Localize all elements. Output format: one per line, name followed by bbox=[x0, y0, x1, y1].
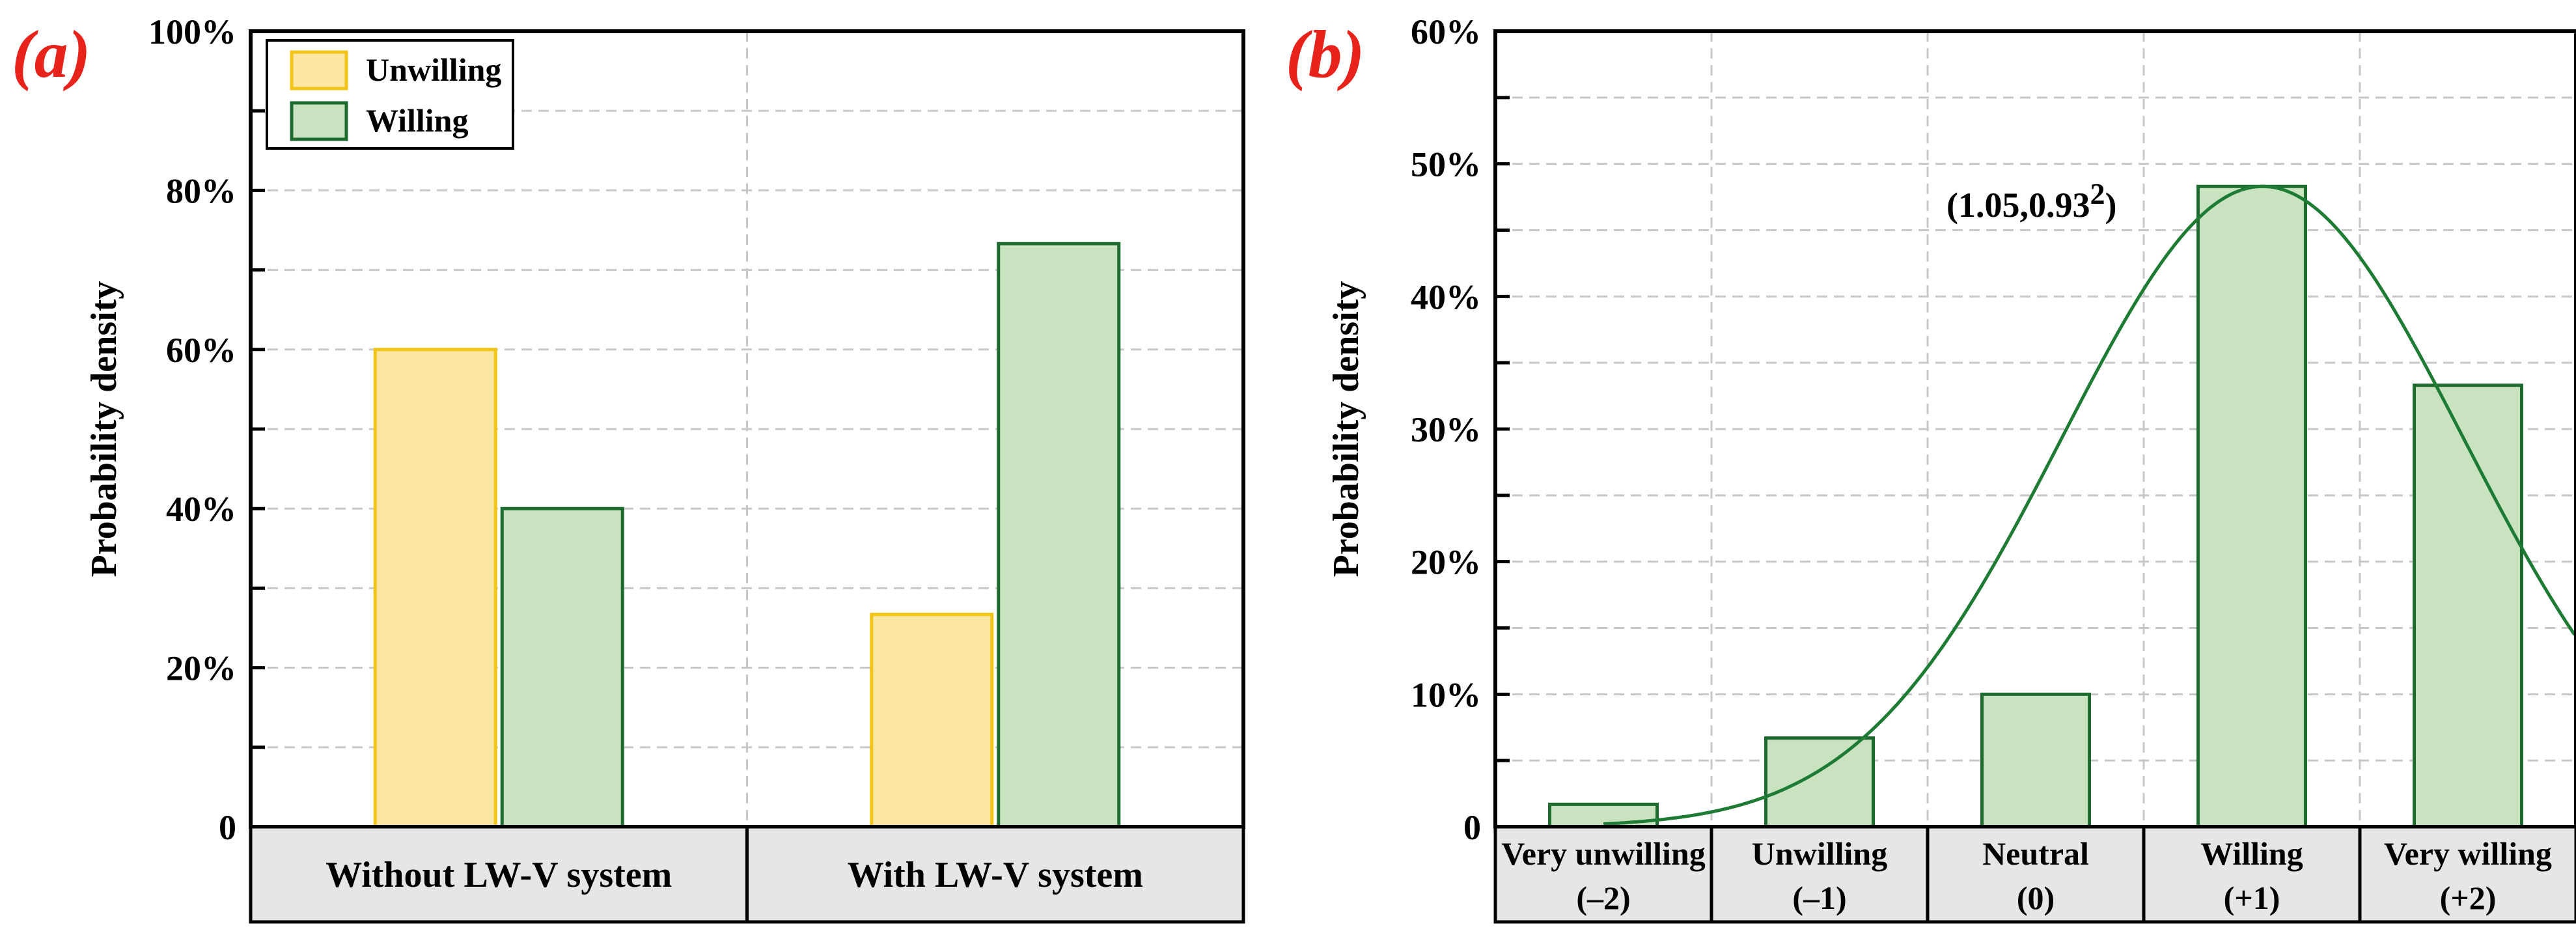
panel-a-category-label: Without LW-V system bbox=[325, 855, 672, 895]
panel-b-category-code: (+1) bbox=[2224, 880, 2280, 916]
panel-a-y-tick-label: 0 bbox=[219, 808, 236, 847]
legend-swatch-unwilling bbox=[290, 50, 348, 90]
panel-a-category-box bbox=[745, 825, 1245, 924]
annotation-close: ) bbox=[2105, 186, 2116, 225]
legend-label-unwilling: Unwilling bbox=[366, 51, 501, 88]
panel-a-category-box bbox=[249, 825, 749, 924]
panel-a-bars bbox=[373, 242, 1121, 829]
curve-parameter-annotation: (1.05,0.932) bbox=[1946, 177, 2116, 225]
bar-unwilling bbox=[1764, 736, 1875, 829]
panel-b-category-label: Very unwilling bbox=[1501, 835, 1706, 872]
annotation-main: (1.05,0.93 bbox=[1946, 186, 2090, 225]
annotation-superscript: 2 bbox=[2090, 177, 2105, 210]
panel-b-y-axis-ticks: 0 10% 20% 30% 40% 50% 60% bbox=[1411, 12, 1510, 847]
panel-b-bars bbox=[1548, 184, 2523, 829]
bar-willing-without-system bbox=[500, 507, 624, 829]
panel-b-category-label: Unwilling bbox=[1752, 835, 1887, 872]
panel-b-category-code: (–2) bbox=[1576, 880, 1630, 916]
panel-a-category-axis: Without LW-V system With LW-V system bbox=[249, 825, 1245, 924]
bar-unwilling-with-system bbox=[870, 613, 994, 829]
panel-a-y-tick-label: 60% bbox=[166, 331, 236, 370]
panel-b-category-axis: Very unwilling (–2) Unwilling (–1) Neutral (0… bbox=[1493, 825, 2576, 924]
panel-a-y-axis-ticks: 0 20% 40% 60% 80% 100% bbox=[148, 12, 265, 847]
panel-b-y-tick-label: 40% bbox=[1411, 277, 1481, 316]
panel-b: (b) 0 10% 20% 30% 40% 50% 60% Very unwilling (–… bbox=[1286, 12, 2576, 924]
panel-b-category-box bbox=[1710, 825, 1930, 924]
panel-b-y-axis-label: Probability density bbox=[1326, 281, 1366, 577]
panel-b-category-label: Very willing bbox=[2384, 835, 2552, 872]
panel-a-legend: Unwilling Willing bbox=[266, 39, 514, 150]
bar-willing-with-system bbox=[997, 242, 1121, 829]
panel-a-y-tick-label: 80% bbox=[166, 171, 236, 210]
panel-b-category-label: Willing bbox=[2200, 835, 2303, 872]
panel-b-y-tick-label: 30% bbox=[1411, 410, 1481, 449]
legend-label-willing: Willing bbox=[366, 102, 468, 139]
panel-b-y-tick-label: 10% bbox=[1411, 675, 1481, 714]
panel-b-label: (b) bbox=[1286, 17, 1364, 92]
panel-b-category-box bbox=[1926, 825, 2146, 924]
panel-b-y-tick-label: 20% bbox=[1411, 543, 1481, 582]
panel-b-category-box bbox=[1493, 825, 1713, 924]
bar-neutral bbox=[1980, 692, 2091, 829]
normal-fit-curve bbox=[1603, 184, 2576, 826]
bar-unwilling-without-system bbox=[373, 348, 497, 829]
panel-b-category-box bbox=[2358, 825, 2576, 924]
legend-swatch-willing bbox=[290, 101, 348, 141]
panel-b-category-code: (–1) bbox=[1792, 880, 1846, 916]
panel-b-y-tick-label: 50% bbox=[1411, 145, 1481, 184]
panel-a: (a) 0 20% 40% 60% 80% 100% Without LW-V syste… bbox=[12, 12, 1245, 924]
panel-a-label: (a) bbox=[12, 17, 90, 92]
panel-b-category-label: Neutral bbox=[1982, 835, 2089, 872]
panel-b-grid bbox=[1495, 31, 2576, 827]
bar-very-willing bbox=[2413, 383, 2523, 829]
panel-b-category-code: (0) bbox=[2017, 880, 2055, 916]
panel-a-y-tick-label: 100% bbox=[148, 12, 236, 51]
panel-b-category-code: (+2) bbox=[2440, 880, 2497, 916]
bar-willing bbox=[2196, 184, 2307, 829]
panel-a-y-axis-label: Probability density bbox=[84, 281, 124, 577]
panel-b-y-tick-label: 0 bbox=[1463, 808, 1481, 847]
panel-a-y-tick-label: 40% bbox=[166, 490, 236, 529]
panel-a-y-tick-label: 20% bbox=[166, 649, 236, 688]
panel-a-category-label: With LW-V system bbox=[848, 855, 1143, 895]
panel-a-grid bbox=[251, 31, 1243, 827]
panel-b-y-tick-label: 60% bbox=[1411, 12, 1481, 51]
